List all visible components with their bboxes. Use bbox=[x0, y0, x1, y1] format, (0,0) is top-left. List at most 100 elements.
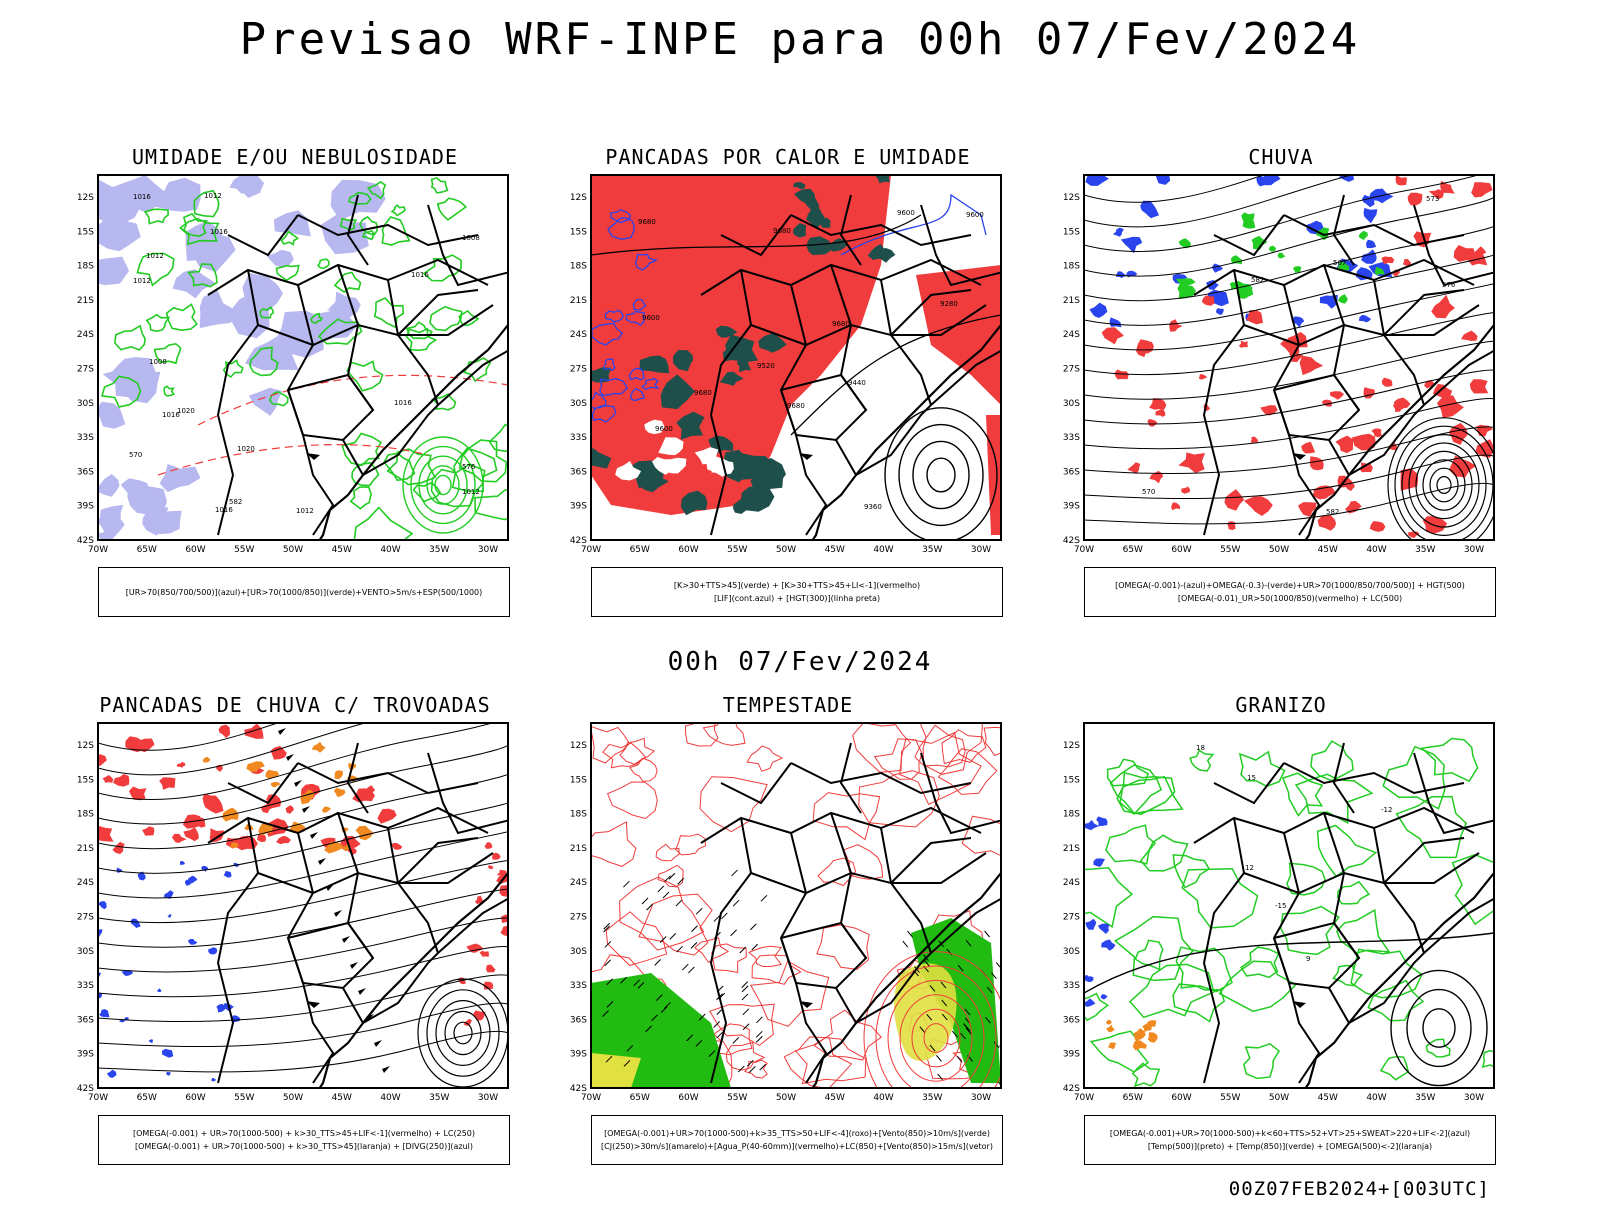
lon-tick-label: 55W bbox=[234, 1093, 254, 1103]
lat-tick-label: 42S bbox=[570, 1084, 587, 1094]
streamline bbox=[98, 859, 508, 924]
wind-vector bbox=[604, 940, 612, 948]
rain-area bbox=[1381, 256, 1395, 265]
legend-line-1: [OMEGA(-0.001)-(azul)+OMEGA(-0.3)-(verde… bbox=[1115, 581, 1465, 590]
divergence-area bbox=[106, 1069, 117, 1078]
map-layer: 9680 9680 9680 9680 9680 9600 9600 9600 9440 9360… bbox=[590, 174, 1002, 541]
humidity-area bbox=[330, 179, 386, 221]
forecast-time-label: 00h 07/Fev/2024 bbox=[667, 647, 933, 677]
lat-tick-label: 12S bbox=[1063, 741, 1080, 751]
water-contour bbox=[899, 731, 982, 805]
wind-vector bbox=[695, 907, 703, 915]
lif-contour bbox=[607, 217, 635, 240]
lon-tick-label: 45W bbox=[1318, 545, 1338, 555]
lon-tick-label: 70W bbox=[88, 545, 108, 555]
rain-area bbox=[1181, 486, 1191, 494]
hail-area bbox=[1084, 975, 1089, 982]
rain-area bbox=[1335, 435, 1354, 454]
wind-vector bbox=[986, 986, 993, 994]
map-frame bbox=[1083, 174, 1495, 541]
wind-vector bbox=[739, 946, 747, 954]
wind-vector bbox=[654, 959, 662, 966]
lat-tick-label: 39S bbox=[77, 1050, 94, 1060]
lagoon bbox=[306, 453, 320, 460]
contour-label: 15 bbox=[1247, 774, 1256, 782]
lat-tick-label: 18S bbox=[570, 262, 587, 272]
clear-gap bbox=[711, 460, 734, 475]
lon-tick-label: 40W bbox=[873, 545, 893, 555]
rain-area bbox=[1381, 377, 1393, 387]
wind-vector bbox=[751, 943, 759, 951]
lat-tick-label: 36S bbox=[77, 467, 94, 477]
wind-vector bbox=[669, 933, 677, 940]
rain-area bbox=[1246, 310, 1263, 325]
coastline bbox=[318, 322, 508, 540]
omega-area bbox=[1358, 314, 1372, 323]
omega-area bbox=[1251, 235, 1268, 250]
wind-vector bbox=[603, 922, 611, 930]
temp850-contour bbox=[1172, 983, 1226, 1023]
temp500-contour bbox=[1084, 932, 1494, 994]
divergence-area bbox=[99, 1009, 110, 1018]
rain-area bbox=[1422, 516, 1448, 534]
temp850-contour bbox=[1336, 880, 1371, 905]
contour-label: 12 bbox=[1245, 864, 1254, 872]
lat-tick-label: 42S bbox=[77, 1084, 94, 1094]
omega-area bbox=[1358, 230, 1368, 240]
k-index-area bbox=[639, 355, 670, 374]
rain-area bbox=[1260, 405, 1278, 416]
wind-vector bbox=[657, 885, 665, 893]
border-line bbox=[1413, 204, 1494, 287]
rain-area bbox=[1428, 189, 1444, 200]
water-contour bbox=[751, 954, 802, 985]
storm-area bbox=[159, 777, 176, 790]
storm-area bbox=[176, 761, 186, 768]
lat-tick-label: 33S bbox=[77, 981, 94, 991]
humidity-area bbox=[98, 514, 125, 537]
omega-area bbox=[1212, 263, 1223, 273]
humidity-contour bbox=[383, 452, 416, 482]
wind-vector bbox=[749, 923, 757, 931]
lat-tick-label: 42S bbox=[570, 536, 587, 546]
omega-area bbox=[1292, 266, 1302, 273]
lat-tick-label: 24S bbox=[570, 330, 587, 340]
border-line bbox=[286, 832, 315, 984]
rain-area bbox=[1147, 418, 1158, 427]
wind-vector bbox=[929, 985, 936, 992]
contour-label: 1016 bbox=[133, 193, 151, 201]
coastline bbox=[318, 870, 508, 1088]
border-line bbox=[287, 921, 375, 990]
lon-tick-label: 60W bbox=[678, 545, 698, 555]
border-line bbox=[790, 214, 972, 247]
wind-vector bbox=[655, 994, 663, 1001]
wind-vector bbox=[957, 964, 964, 972]
streamline bbox=[1084, 250, 1494, 326]
lon-tick-label: 50W bbox=[1269, 545, 1289, 555]
lat-tick-label: 15S bbox=[570, 227, 587, 237]
storm-area bbox=[501, 914, 508, 924]
wind-vector bbox=[936, 1055, 942, 1062]
lon-tick-label: 60W bbox=[185, 1093, 205, 1103]
panel-legend: [OMEGA(-0.001)+UR>70(1000-500)+k>35_TTS>… bbox=[591, 1115, 1003, 1165]
isobar-ring bbox=[1415, 450, 1473, 520]
coastline bbox=[1304, 322, 1494, 540]
humidity-area bbox=[199, 289, 236, 329]
wind-vector bbox=[720, 912, 728, 920]
water-contour bbox=[657, 864, 684, 888]
divergence-area bbox=[98, 992, 103, 999]
rain-area bbox=[1201, 295, 1215, 306]
storm-area bbox=[311, 741, 326, 753]
legend-line-2: [Temp(500)](preto) + [Temp(850)](verde) … bbox=[1147, 1142, 1433, 1151]
panel-legend: [OMEGA(-0.001)+UR>70(1000-500)+k<60+TTS>… bbox=[1084, 1115, 1496, 1165]
isobar-ring bbox=[453, 1021, 473, 1045]
humidity-area bbox=[98, 528, 114, 540]
panel-legend: [OMEGA(-0.001)-(azul)+OMEGA(-0.3)-(verde… bbox=[1084, 567, 1496, 617]
legend-line-2: [OMEGA(-0.01)_UR>50(1000/850)(vermelho) … bbox=[1177, 594, 1403, 603]
isobar-ring bbox=[444, 1010, 482, 1056]
border-line bbox=[1323, 812, 1360, 959]
omega-area bbox=[1374, 266, 1385, 276]
wind-vector bbox=[984, 930, 990, 938]
wind-vector bbox=[713, 915, 721, 922]
border-line bbox=[346, 742, 369, 814]
border-line bbox=[397, 837, 479, 884]
